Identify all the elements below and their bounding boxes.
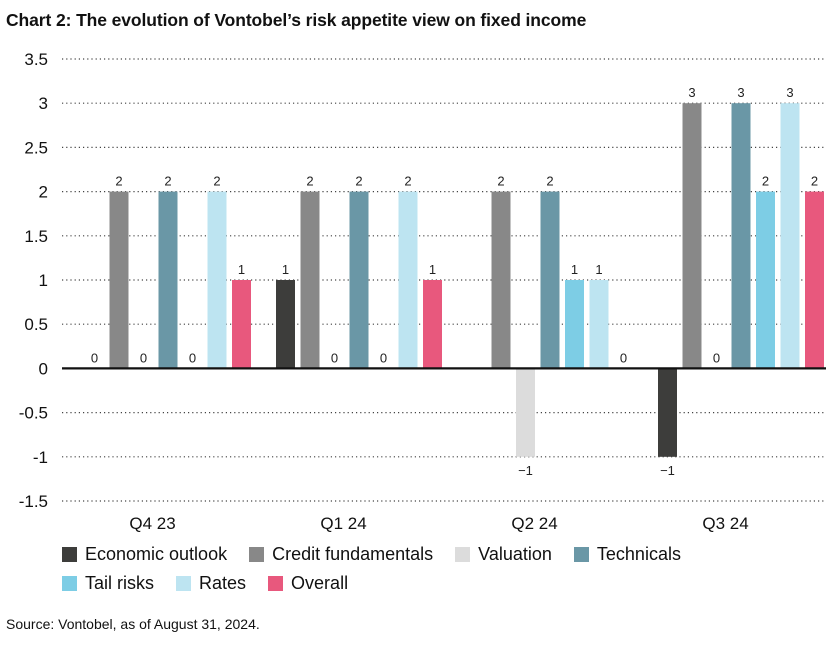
bar [682,103,702,369]
legend-swatch [62,547,77,562]
legend-swatch [455,547,471,562]
data-label: −1 [660,463,675,478]
data-label: 1 [282,262,289,277]
bar [158,191,178,369]
data-label: 3 [737,85,744,100]
x-tick-label: Q2 24 [511,514,557,533]
source-note: Source: Vontobel, as of August 31, 2024. [6,616,260,632]
data-label: 3 [688,85,695,100]
data-label: 2 [546,174,553,189]
bar [565,280,584,369]
data-label: 0 [189,350,196,365]
bar [540,191,560,369]
y-tick-label: -1.5 [19,492,48,511]
x-tick-label: Q1 24 [320,514,366,533]
legend-swatch [268,576,284,591]
data-label: 2 [497,174,504,189]
legend-label: Credit fundamentals [272,544,434,564]
legend-row-1: Economic outlook Credit fundamentals Val… [62,540,822,569]
bar [232,280,251,369]
bar [780,103,800,369]
legend-item-tail-risks: Tail risks [62,573,154,594]
legend-row-2: Tail risks Rates Overall [62,569,822,598]
y-tick-label: 0.5 [24,315,48,334]
data-label: 2 [164,174,171,189]
bar-chart: 3.5 3 2.5 2 1.5 1 0.5 0 -0.5 -1 -1.5 0 2 0 2 0 2 1 Q4 23 1 2… [19,50,826,533]
y-tick-label: 0 [39,359,48,378]
legend-item-rates: Rates [176,573,246,594]
data-label: 2 [213,174,220,189]
data-label: 2 [306,174,313,189]
legend-item-credit-fundamentals: Credit fundamentals [249,544,433,565]
bar [805,191,824,369]
data-label: 2 [115,174,122,189]
legend-label: Economic outlook [85,544,228,564]
y-tick-label: 1.5 [24,227,48,246]
legend-label: Overall [291,573,349,593]
bar [276,280,295,369]
data-label: 2 [762,174,769,189]
data-label: 0 [140,350,147,365]
bar [731,103,751,369]
chart-title: Chart 2: The evolution of Vontobel’s ris… [6,10,587,30]
bar [398,191,418,369]
y-tick-label: -0.5 [19,404,48,423]
legend-swatch [176,576,192,591]
data-label: 0 [380,350,387,365]
legend-item-valuation: Valuation [455,544,552,565]
legend-swatch [62,576,77,591]
data-label: 0 [91,350,98,365]
data-label: 1 [571,262,578,277]
legend-item-technicals: Technicals [573,544,681,565]
bar [423,280,442,369]
legend-label: Tail risks [85,573,155,593]
bar [658,368,677,457]
data-label: 1 [595,262,602,277]
bar [300,191,320,369]
legend-swatch [573,547,589,562]
data-label: −1 [518,463,533,478]
x-tick-label: Q4 23 [129,514,175,533]
data-label: 2 [404,174,411,189]
data-label: 2 [355,174,362,189]
bar [491,191,511,369]
legend-item-overall: Overall [268,573,348,594]
data-label: 0 [331,350,338,365]
legend-label: Technicals [596,544,681,564]
data-label: 1 [238,262,245,277]
legend-item-economic-outlook: Economic outlook [62,544,227,565]
data-label: 0 [713,350,720,365]
data-label: 0 [620,350,627,365]
y-tick-label: 2 [39,183,48,202]
y-tick-label: 1 [39,271,48,290]
bar [109,191,129,369]
data-label: 3 [786,85,793,100]
data-label: 1 [429,262,436,277]
bar [516,368,535,457]
y-tick-label: -1 [33,448,48,467]
legend-label: Rates [199,573,247,593]
x-tick-label: Q3 24 [702,514,748,533]
bar [207,191,227,369]
y-tick-label: 2.5 [24,138,48,157]
bar [756,191,775,369]
chart-legend: Economic outlook Credit fundamentals Val… [62,540,822,598]
bar [589,280,609,369]
bar [349,191,369,369]
data-label: 2 [811,174,818,189]
legend-swatch [249,547,265,562]
y-tick-label: 3 [39,94,48,113]
legend-label: Valuation [478,544,552,564]
y-tick-label: 3.5 [24,50,48,69]
